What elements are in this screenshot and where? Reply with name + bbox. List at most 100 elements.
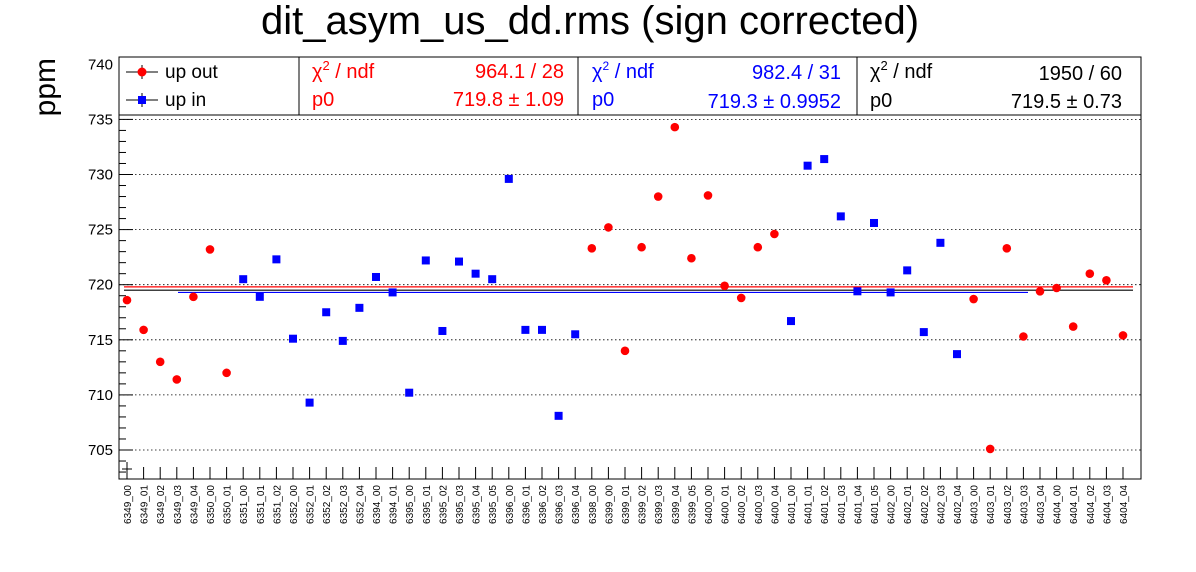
data-point-up-out [155,357,165,367]
stats-p0-label: p0 [312,89,334,111]
data-point-up-in [272,255,281,264]
data-point-up-in [255,292,264,301]
data-point-up-out [736,293,746,303]
data-point-up-in [239,275,248,284]
data-point-up-in [388,288,397,297]
data-point-up-out [1102,275,1111,285]
stats-p0-value: 719.8 ± 1.09 [453,89,564,111]
y-axis-label: ppm [29,58,62,116]
stats-p0-value: 719.3 ± 0.9952 [708,91,841,113]
data-point-up-in [305,398,314,407]
chart-title: dit_asym_us_dd.rms (sign corrected) [261,0,919,43]
x-tick-label: 6402_00 [887,485,898,524]
y-tick-label: 740 [88,56,113,73]
legend: up out up in [126,62,219,111]
x-tick-label: 6400_01 [721,485,732,524]
x-tick-label: 6399_04 [671,485,682,524]
data-point-up-out [703,191,713,200]
grid-lines [119,119,1141,451]
x-tick-label: 6399_02 [638,485,649,524]
x-tick-label: 6399_01 [621,485,632,524]
data-point-up-out [604,223,613,232]
x-tick-label: 6350_01 [223,485,234,524]
x-tick-label: 6396_00 [505,485,516,524]
y-tick-label: 730 [88,167,113,184]
x-tick-label: 6401_03 [837,485,848,524]
data-point-up-out [637,242,646,252]
x-tick-label: 6350_00 [206,485,217,524]
x-tick-label: 6395_00 [405,485,416,524]
data-point-up-in [886,288,895,297]
data-point-up-in [372,272,380,281]
y-axis: 705 710 715 720 725 730 735 740 [88,56,133,473]
data-point-up-in [338,336,347,345]
data-point-up-out [770,229,779,239]
x-tick-label: 6349_04 [189,485,200,524]
x-tick-label: 6403_01 [986,485,997,524]
stats-box-frame [118,56,1142,116]
data-point-up-out [753,242,763,252]
x-tick-label: 6352_04 [355,485,366,524]
x-tick-label: 6349_03 [173,485,184,524]
data-point-up-in [820,155,829,164]
x-tick-label: 6402_02 [920,485,931,524]
data-point-up-in [438,326,447,335]
stats-chi2-value: 1950 / 60 [1039,63,1122,85]
stats-up-in: χ2 / ndf 982.4 / 31 p0 719.3 ± 0.9952 [592,59,841,113]
x-tick-label: 6401_00 [787,485,798,524]
data-point-up-in [571,330,580,339]
x-tick-label: 6399_00 [604,485,615,524]
data-point-up-out [189,292,198,302]
y-tick-label: 710 [88,387,113,404]
x-tick-label: 6400_04 [770,485,781,524]
data-point-up-out [720,281,729,291]
x-tick-label: 6395_01 [422,485,433,524]
y-tick-label: 720 [88,277,113,294]
data-point-up-in [355,303,364,312]
stats-chi2-label: χ2 / ndf [312,58,375,83]
x-tick-label: 6401_02 [820,485,831,524]
x-tick-label: 6400_00 [704,485,715,524]
x-tick-label: 6396_04 [571,485,582,524]
x-tick-label: 6352_01 [306,485,317,524]
x-tick-label: 6404_04 [1119,485,1130,524]
x-tick-label: 6395_03 [455,485,466,524]
x-tick-label: 6352_02 [322,485,333,524]
x-tick-label: 6404_02 [1086,485,1097,524]
stats-p0-value: 719.5 ± 0.73 [1011,91,1122,113]
data-point-up-in [870,218,878,227]
x-tick-label: 6349_00 [123,485,134,524]
x-tick-label: 6401_01 [804,485,815,524]
x-tick-label: 6349_02 [156,485,167,524]
data-point-up-in [471,269,480,278]
data-point-up-out [122,295,132,305]
plot-frame [118,56,1142,480]
x-tick-label: 6396_02 [538,485,549,524]
data-point-up-out [985,444,995,454]
data-point-up-in [521,325,530,334]
x-tick-label: 6403_02 [1003,485,1014,524]
x-tick-label: 6402_01 [903,485,914,524]
data-point-up-out [172,375,182,384]
data-point-up-out [969,294,978,304]
data-point-up-out [139,325,148,335]
x-tick-label: 6403_03 [1019,485,1030,524]
x-tick-label: 6351_01 [256,485,267,524]
data-point-up-in [836,212,845,221]
data-point-up-out [1052,283,1061,293]
data-point-up-in [322,308,331,317]
data-point-up-out [1019,332,1028,341]
data-point-up-out [1118,331,1128,340]
x-axis: 6349_00 6349_01 6349_02 6349_03 6349_04 6350_… [123,467,1130,524]
stats-chi2-value: 964.1 / 28 [475,61,564,83]
legend-marker-up-in [138,96,146,104]
stats-up-out: χ2 / ndf 964.1 / 28 p0 719.8 ± 1.09 [312,58,564,111]
stats-chi2-label: χ2 / ndf [870,58,933,83]
x-tick-label: 6398_00 [588,485,599,524]
legend-label-up-in: up in [165,90,206,111]
data-point-up-in [455,257,463,266]
data-point-up-out [687,253,696,263]
x-tick-label: 6395_04 [472,485,483,524]
x-tick-label: 6399_03 [654,485,665,524]
stats-box: up out up in χ2 / ndf 964.1 / 28 p0 719.… [118,56,1142,116]
